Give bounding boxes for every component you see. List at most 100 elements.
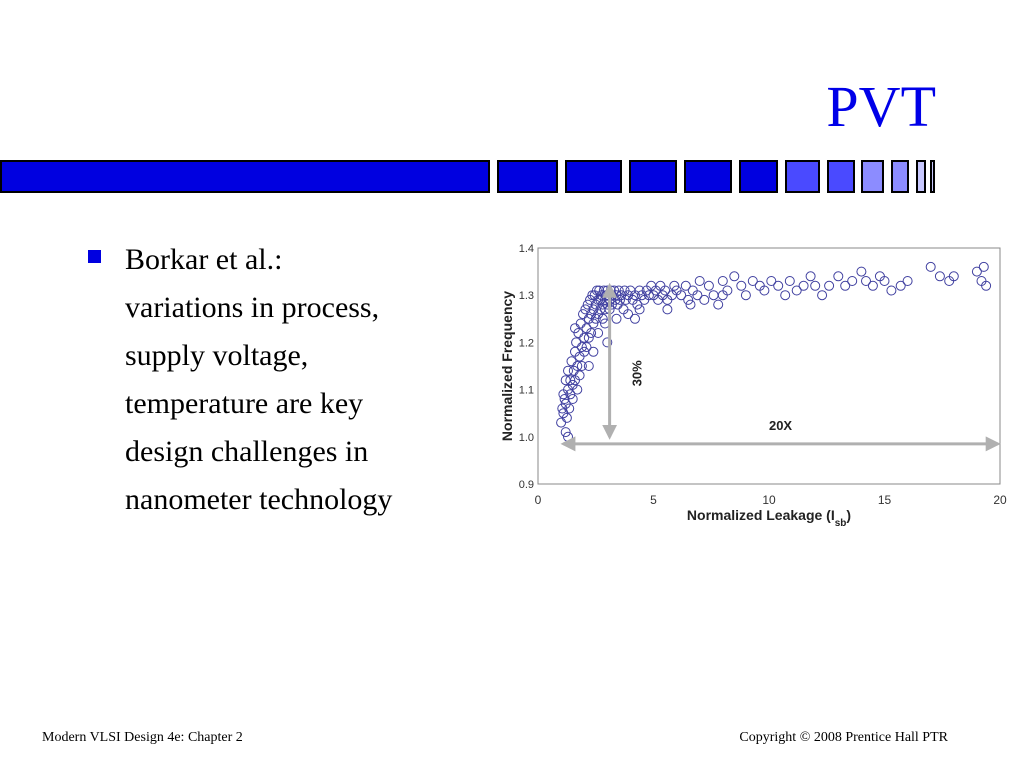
title-bar-segment [785, 160, 820, 193]
bullet-list: Borkar et al.: variations in process, su… [88, 236, 468, 524]
data-point [565, 375, 576, 386]
data-point [623, 309, 634, 320]
bullet-text: Borkar et al.: variations in process, su… [125, 243, 393, 516]
title-decoration-bar [0, 160, 1024, 196]
data-point [840, 280, 851, 291]
title-bar-segment [930, 160, 935, 193]
title-bar-segment [684, 160, 732, 193]
data-point [784, 276, 795, 286]
data-point [634, 304, 645, 315]
data-point [581, 342, 592, 353]
data-point [692, 290, 703, 301]
x-tick-label: 15 [878, 493, 892, 507]
data-point [717, 290, 728, 301]
data-point [847, 276, 858, 286]
chart-annotations: 30% 20X [560, 282, 1001, 452]
data-point [572, 361, 583, 371]
data-point [590, 313, 601, 324]
title-bar-segment [497, 160, 558, 193]
data-point [680, 280, 691, 291]
data-point [588, 318, 599, 329]
y-tick-label: 1.2 [519, 337, 534, 349]
data-point [773, 280, 784, 291]
data-point [703, 280, 714, 291]
data-point [780, 290, 791, 301]
data-point [833, 271, 844, 282]
title-bar-segment [916, 160, 926, 193]
chart-points [556, 261, 992, 442]
data-point [736, 280, 747, 291]
data-point [805, 271, 816, 282]
data-point [981, 280, 992, 291]
data-point [583, 332, 594, 343]
title-bar-segment [739, 160, 778, 193]
chart-plot-frame [537, 247, 1001, 485]
data-point [759, 285, 770, 296]
frequency-range-label: 30% [630, 360, 645, 386]
chart-labels: Normalized Leakage (Isb) Normalized Frequ… [499, 291, 851, 529]
data-point [570, 323, 580, 334]
data-point [971, 266, 982, 277]
data-point [576, 361, 587, 371]
data-point [572, 384, 583, 395]
chart-ticks: 0 5 10 15 20 0.9 1.0 1.1 1.2 1.3 1.4 [519, 243, 1007, 507]
data-point [856, 266, 867, 277]
title-bar-segment [0, 160, 490, 193]
x-tick-label: 10 [762, 493, 776, 507]
data-point [895, 280, 906, 291]
data-point [902, 276, 913, 286]
data-point [575, 318, 586, 329]
plot-area-frame [537, 247, 1001, 485]
y-tick-label: 1.1 [519, 385, 534, 397]
x-tick-label: 0 [535, 493, 542, 507]
data-point [699, 294, 710, 305]
data-point [879, 276, 890, 286]
data-point [740, 290, 751, 301]
data-point [867, 280, 878, 291]
x-tick-label: 20 [993, 493, 1007, 507]
data-point [861, 276, 871, 286]
data-point [766, 276, 777, 286]
data-point [574, 370, 585, 381]
data-point [561, 412, 572, 423]
data-point [694, 276, 705, 286]
data-point [620, 294, 631, 305]
data-point [611, 313, 622, 324]
data-point [634, 285, 645, 296]
data-point [925, 261, 936, 272]
data-point [586, 328, 597, 338]
title-bar-segment [827, 160, 855, 193]
data-point [676, 290, 687, 301]
data-point [683, 294, 694, 305]
data-point [660, 285, 671, 296]
footer-copyright: Copyright © 2008 Prentice Hall PTR [739, 730, 948, 745]
data-point [948, 271, 959, 282]
y-tick-label: 0.9 [519, 479, 534, 491]
data-point [576, 342, 587, 353]
title-bar-segment [629, 160, 677, 193]
scatter-chart: 30% 20X 0 5 10 15 20 0.9 1.0 1.1 1.2 1.3 1.4 Normal… [499, 243, 1007, 529]
data-point [824, 280, 835, 291]
slide-title: PVT [826, 74, 936, 139]
data-point [747, 276, 758, 286]
data-point [579, 332, 590, 343]
x-axis-label: Normalized Leakage (Isb) [687, 507, 851, 529]
data-point [566, 356, 577, 367]
data-point [810, 280, 821, 291]
data-point [791, 285, 802, 296]
data-point [632, 299, 643, 310]
data-point [567, 394, 578, 404]
leakage-range-label: 20X [769, 418, 792, 433]
data-point [588, 346, 599, 357]
data-point [717, 276, 728, 286]
y-tick-label: 1.4 [519, 243, 534, 255]
footer-course: Modern VLSI Design 4e: Chapter 2 [42, 730, 243, 745]
x-tick-label: 5 [650, 493, 657, 507]
data-point [662, 304, 673, 315]
data-point [630, 313, 640, 324]
data-point [798, 280, 809, 291]
data-point [564, 403, 575, 414]
title-bar-segment [861, 160, 884, 193]
y-axis-label: Normalized Frequency [499, 291, 515, 441]
data-point [685, 299, 696, 310]
